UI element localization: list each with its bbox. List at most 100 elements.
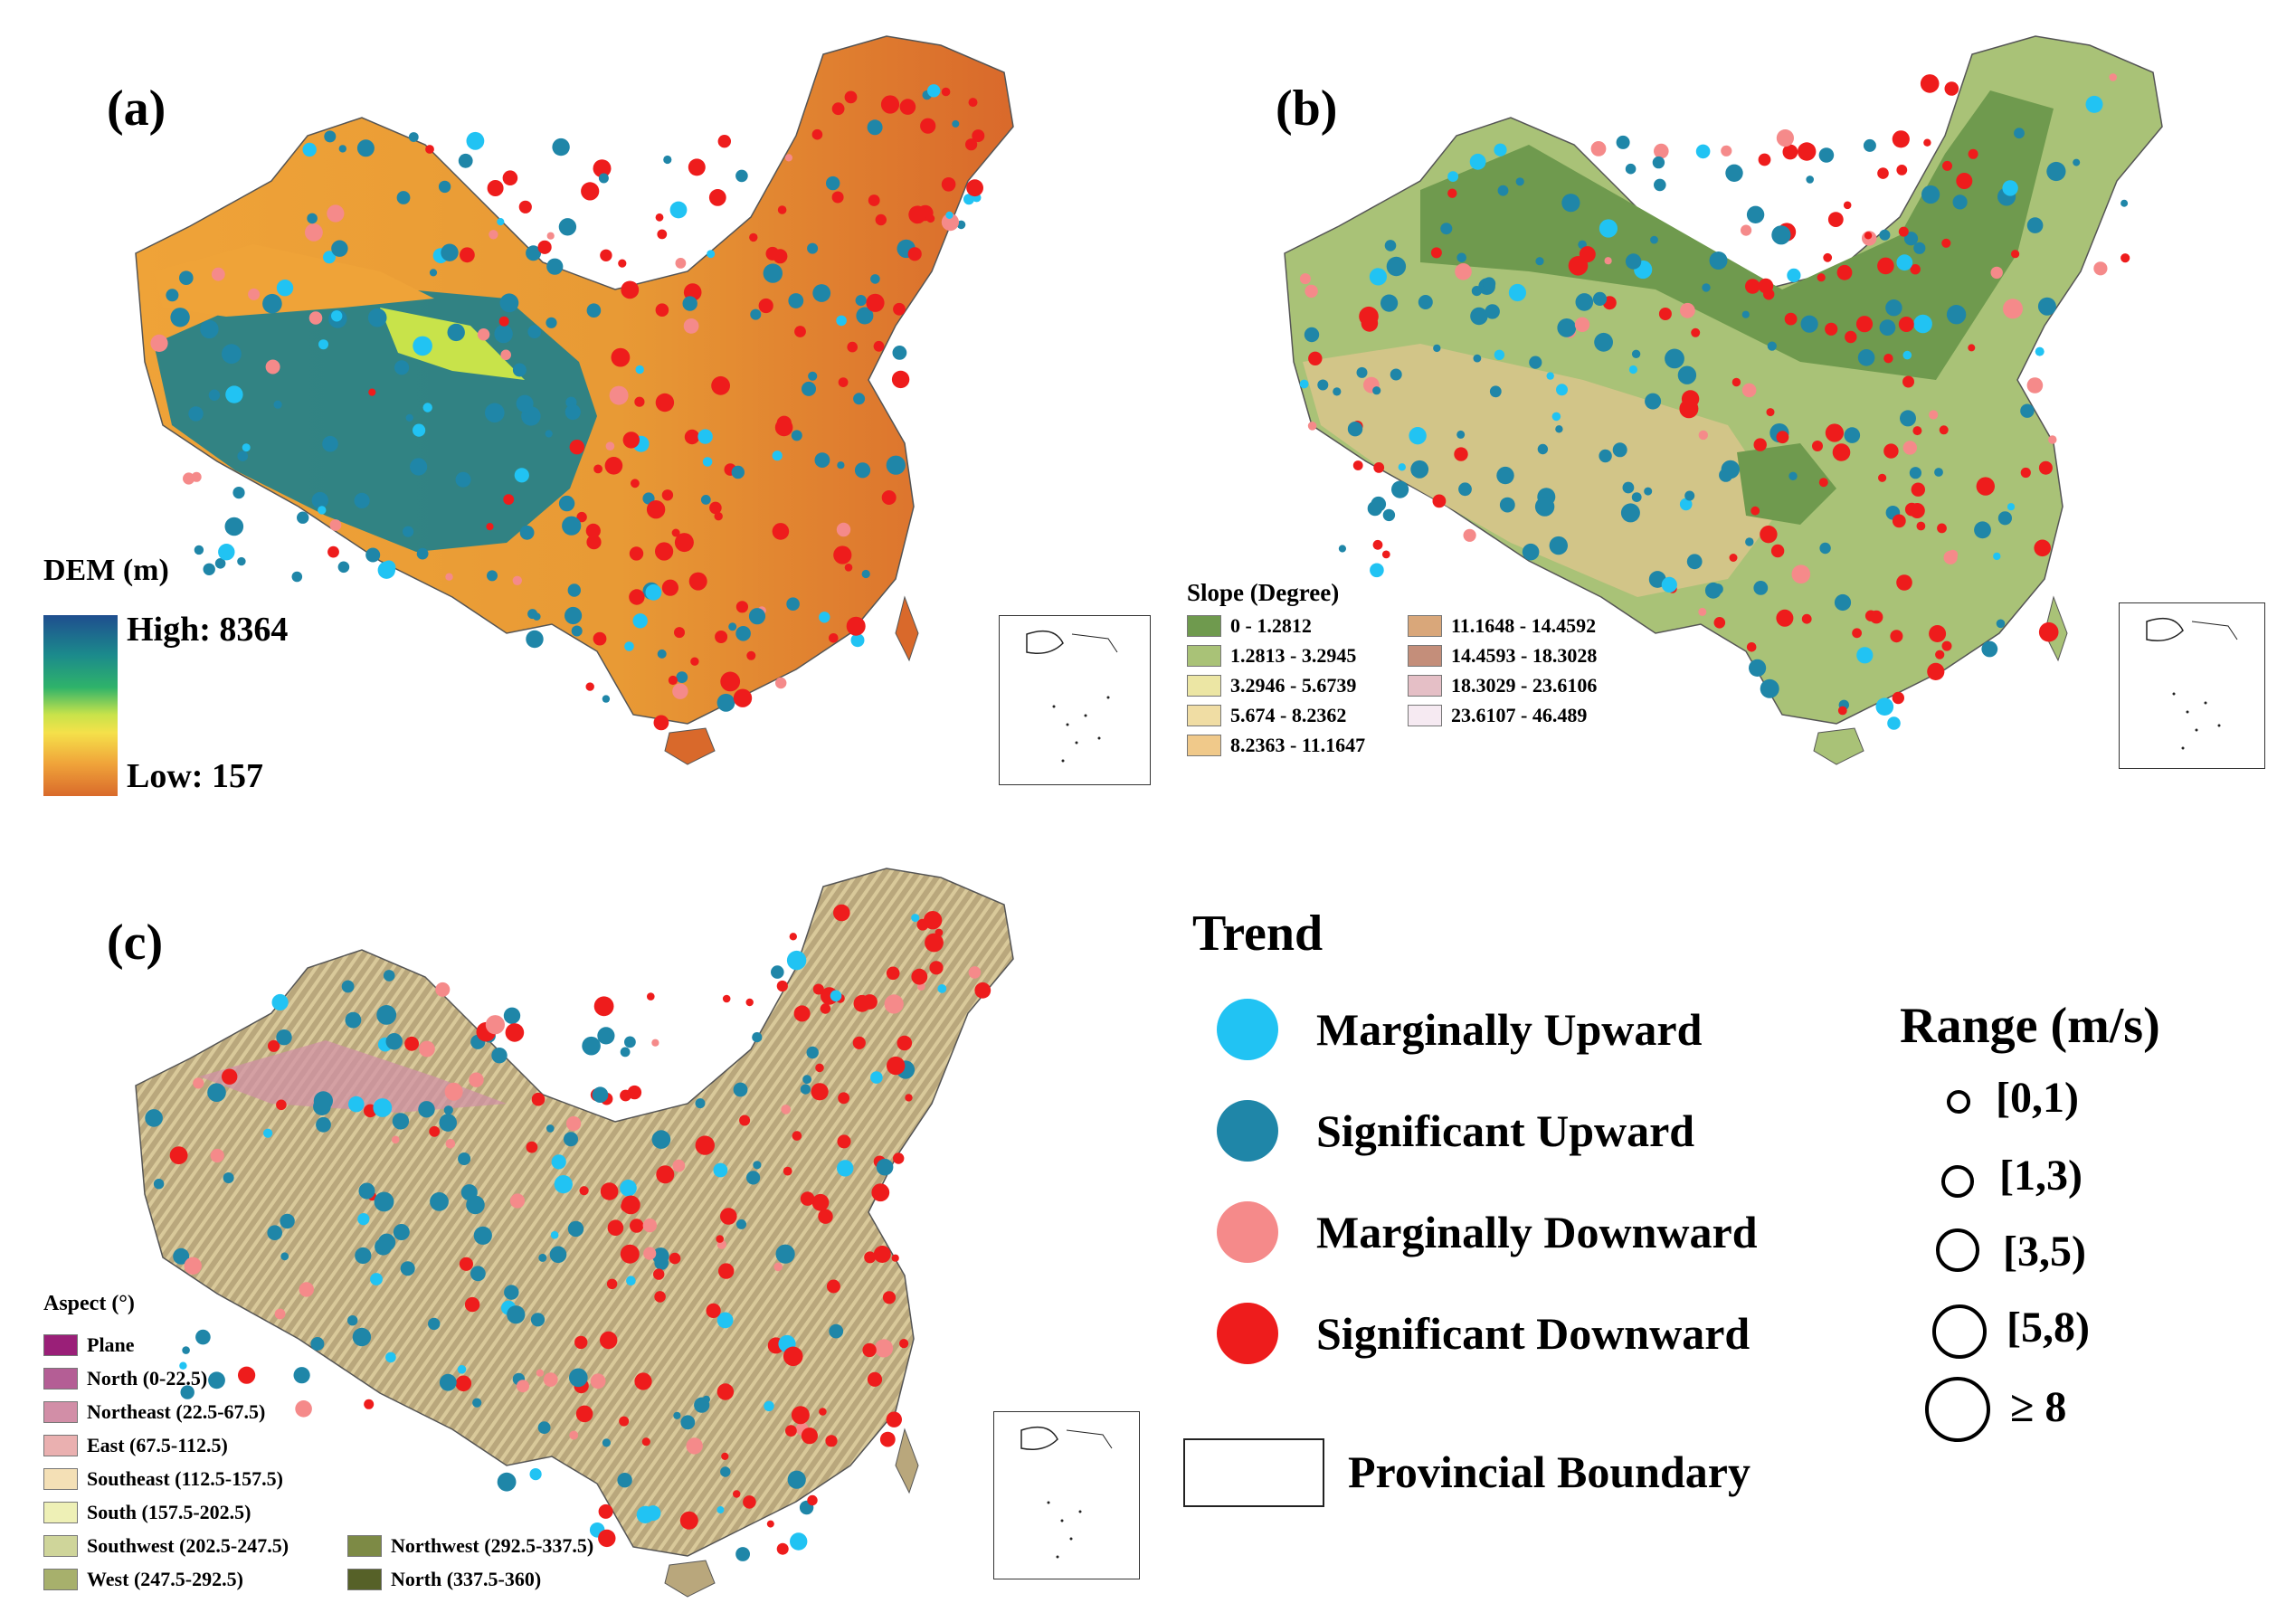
station-marker — [466, 131, 485, 150]
slope-class-3-swatch — [1408, 645, 1442, 667]
station-marker — [1654, 143, 1669, 159]
station-marker — [276, 1029, 292, 1046]
station-marker — [1823, 252, 1833, 262]
station-marker — [276, 280, 294, 297]
station-marker — [870, 1071, 883, 1084]
station-marker — [881, 490, 897, 505]
trend-item-marginally-downward: Marginally Downward — [1217, 1201, 1758, 1263]
station-marker — [1489, 385, 1502, 398]
station-marker — [818, 1209, 833, 1224]
station-marker — [2035, 346, 2045, 356]
station-marker — [2120, 199, 2129, 207]
station-marker — [893, 302, 906, 316]
station-marker — [794, 326, 806, 337]
station-marker — [443, 1105, 453, 1115]
station-marker — [308, 311, 323, 325]
station-marker — [864, 1251, 877, 1264]
station-marker — [472, 1398, 482, 1408]
station-marker — [180, 1385, 194, 1399]
slope-class-7: 23.6107 - 46.489 — [1408, 704, 1643, 727]
station-marker — [2026, 377, 2044, 394]
aspect-class-7: West (247.5-292.5) — [43, 1562, 289, 1596]
station-marker — [812, 284, 831, 302]
station-marker — [1912, 426, 1922, 436]
station-marker — [554, 1175, 573, 1194]
station-marker — [574, 1335, 588, 1350]
station-marker — [324, 130, 337, 143]
trend-item-marginally-upward: Marginally Upward — [1217, 999, 1702, 1060]
station-marker — [819, 1408, 827, 1416]
station-marker — [836, 315, 847, 327]
station-marker — [1725, 164, 1743, 182]
station-marker — [1305, 284, 1318, 299]
station-marker — [1473, 354, 1482, 363]
station-marker — [1837, 706, 1847, 716]
station-marker — [1372, 539, 1383, 550]
station-marker — [392, 1113, 410, 1130]
station-marker — [963, 194, 974, 205]
station-marker — [680, 1415, 696, 1430]
station-marker — [509, 1193, 526, 1209]
station-marker — [1877, 257, 1894, 275]
station-marker — [655, 213, 664, 222]
station-marker — [735, 1547, 750, 1561]
station-marker — [966, 179, 983, 197]
station-marker — [1800, 315, 1818, 333]
station-marker — [1887, 716, 1901, 730]
station-marker — [188, 406, 204, 422]
station-marker — [920, 118, 936, 134]
station-marker — [791, 430, 802, 441]
aspect-legend-title: Aspect (°) — [43, 1292, 135, 1315]
station-marker — [504, 1285, 519, 1300]
station-marker — [1750, 506, 1760, 516]
panel-b-slope-map: (b) — [1149, 0, 2296, 814]
inset-islands-a — [1026, 630, 1118, 763]
station-marker — [242, 443, 251, 452]
stations-b — [1299, 73, 2130, 730]
station-marker — [527, 325, 542, 339]
station-marker — [657, 229, 668, 240]
station-marker — [634, 396, 645, 407]
station-marker — [517, 1380, 529, 1393]
station-marker — [714, 512, 723, 521]
station-marker — [2003, 299, 2023, 319]
dem-color-ramp — [43, 615, 118, 796]
trend-legend-title: Trend — [1192, 906, 1324, 962]
station-marker — [669, 201, 688, 219]
slope-class-5-swatch — [1408, 675, 1442, 697]
station-marker — [1373, 462, 1385, 473]
range-label-0-1: [0,1) — [1996, 1074, 2079, 1122]
station-marker — [1902, 441, 1917, 455]
station-marker — [413, 336, 432, 356]
range-circle-0-1 — [1947, 1090, 1970, 1114]
aspect-class-col2-0-swatch — [347, 1534, 382, 1557]
station-marker — [602, 1438, 612, 1447]
station-marker — [425, 145, 434, 154]
station-marker — [783, 1166, 792, 1176]
station-marker — [600, 249, 612, 261]
station-marker — [1920, 74, 1940, 93]
slope-class-0: 0 - 1.2812 — [1187, 614, 1395, 638]
station-marker — [1900, 410, 1916, 427]
slope-legend-title: Slope (Degree) — [1187, 579, 1340, 606]
station-marker — [1709, 251, 1728, 270]
station-marker — [852, 1036, 866, 1049]
station-marker — [195, 1329, 211, 1345]
station-marker — [194, 545, 204, 555]
station-marker — [267, 1225, 283, 1240]
station-marker — [562, 516, 582, 536]
station-marker — [853, 994, 871, 1012]
station-marker — [675, 258, 687, 269]
station-marker — [1568, 256, 1589, 276]
station-marker — [1369, 268, 1387, 286]
station-marker — [716, 1383, 735, 1400]
station-marker — [1892, 691, 1904, 705]
station-marker — [731, 465, 745, 479]
station-marker — [1812, 441, 1823, 451]
station-marker — [655, 542, 674, 561]
station-marker — [941, 87, 951, 97]
station-marker — [455, 1375, 472, 1392]
station-marker — [1496, 466, 1514, 485]
station-marker — [519, 525, 535, 540]
station-marker — [697, 429, 713, 444]
